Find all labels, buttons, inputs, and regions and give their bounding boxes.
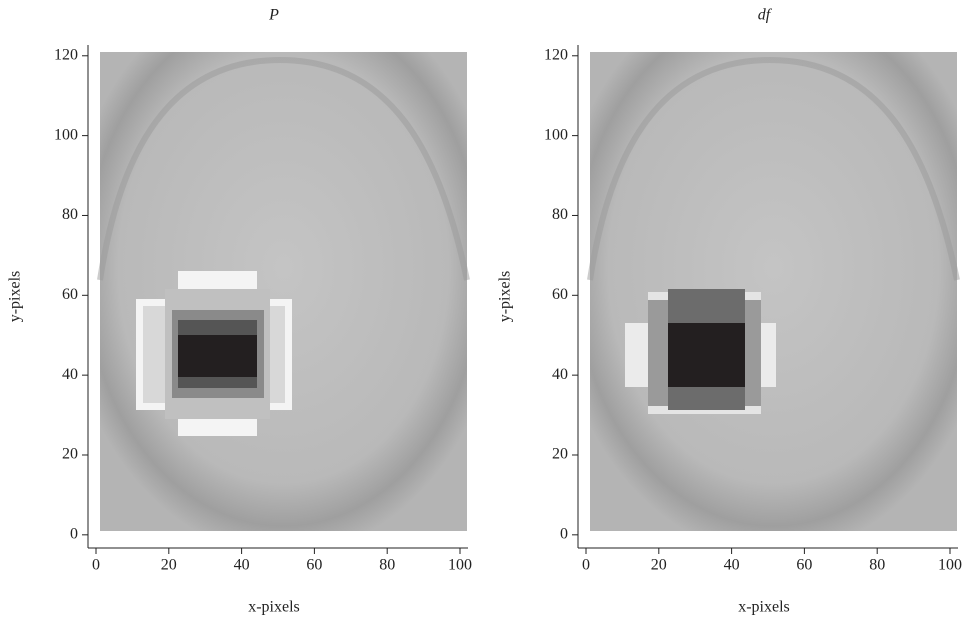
x-tick-label: 0 xyxy=(92,557,100,574)
image-outline xyxy=(97,56,470,281)
image-overlay xyxy=(668,323,745,387)
y-tick-label: 40 xyxy=(62,366,78,383)
y-tick-label: 0 xyxy=(560,525,568,542)
y-tick-label: 100 xyxy=(54,126,78,143)
y-tick-label: 60 xyxy=(552,286,568,303)
y-tick-label: 100 xyxy=(544,126,568,143)
x-tick-label: 0 xyxy=(582,557,590,574)
image-background xyxy=(590,52,957,531)
chart-title: df xyxy=(758,7,773,24)
image-overlay xyxy=(178,335,257,377)
x-tick-label: 80 xyxy=(379,557,395,574)
x-tick-label: 80 xyxy=(869,557,885,574)
y-axis-label: y-pixels xyxy=(497,271,514,323)
x-tick-label: 20 xyxy=(651,557,667,574)
y-tick-label: 60 xyxy=(62,286,78,303)
x-axis-label: x-pixels xyxy=(248,599,300,616)
y-tick-label: 20 xyxy=(552,446,568,463)
x-tick-label: 100 xyxy=(938,557,962,574)
y-tick-label: 0 xyxy=(70,525,78,542)
y-tick-label: 120 xyxy=(544,46,568,63)
image-outline xyxy=(587,56,960,281)
y-tick-label: 80 xyxy=(62,206,78,223)
x-tick-label: 60 xyxy=(796,557,812,574)
chart-title: P xyxy=(268,7,279,24)
x-tick-label: 100 xyxy=(448,557,472,574)
panel: 0 20 40 60 80 100 0 20 40 60 80 100 120 Px-pixels y-pi… xyxy=(7,7,472,616)
y-tick-label: 40 xyxy=(552,366,568,383)
y-tick-label: 20 xyxy=(62,446,78,463)
x-tick-label: 60 xyxy=(306,557,322,574)
panel: 0 20 40 60 80 100 0 20 40 60 80 100 120 df x-pixels y-p… xyxy=(497,7,962,616)
x-tick-label: 40 xyxy=(724,557,740,574)
image-background xyxy=(100,52,467,531)
x-tick-label: 20 xyxy=(161,557,177,574)
x-tick-label: 40 xyxy=(234,557,250,574)
x-axis-label: x-pixels xyxy=(738,599,790,616)
y-axis-label: y-pixels xyxy=(7,271,24,323)
y-tick-label: 120 xyxy=(54,46,78,63)
y-tick-label: 80 xyxy=(552,206,568,223)
